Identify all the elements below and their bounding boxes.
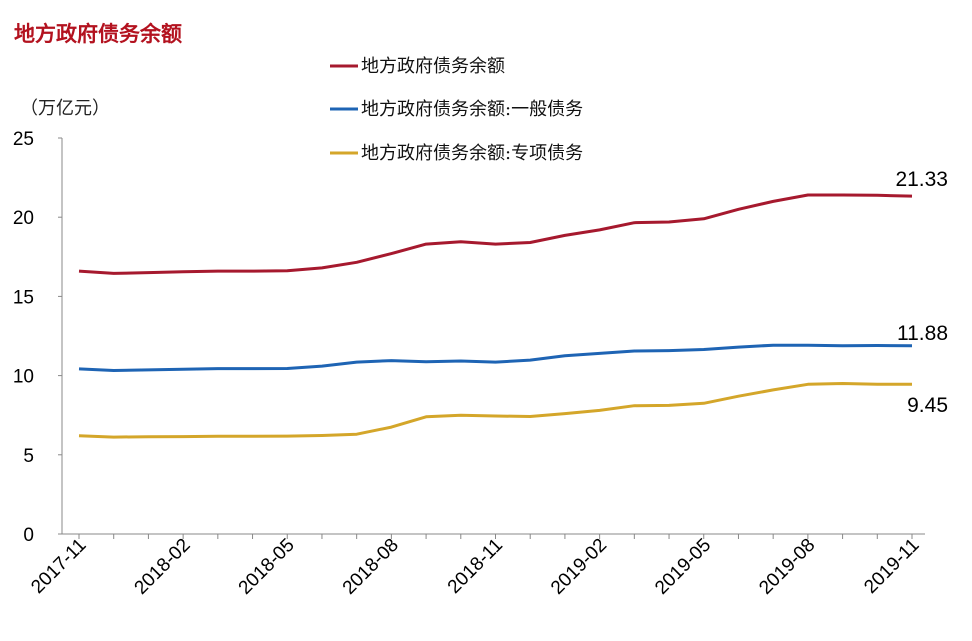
y-tick-label: 5 — [23, 446, 34, 467]
x-tick-label: 2018-11 — [444, 535, 507, 598]
series-line — [78, 193, 913, 275]
x-tick-label: 2018-05 — [235, 535, 299, 599]
end-value-label: 21.33 — [895, 168, 948, 191]
legend-entry: 地方政府债务余额 — [361, 56, 505, 77]
x-tick-label: 2019-02 — [547, 535, 611, 599]
series-line — [78, 343, 913, 372]
series-line — [78, 382, 912, 439]
x-tick-label: 2018-02 — [131, 535, 195, 599]
legend-entry: 地方政府债务余额:专项债务 — [361, 143, 583, 164]
x-tick-label: 2018-08 — [339, 535, 403, 599]
end-value-label: 9.45 — [907, 394, 948, 417]
y-tick-label: 0 — [23, 525, 34, 546]
end-value-label: 11.88 — [897, 322, 948, 345]
x-tick-label: 2017-11 — [27, 535, 90, 598]
y-tick-label: 25 — [13, 129, 34, 150]
x-tick-label: 2019-11 — [860, 535, 923, 598]
y-tick-label: 10 — [13, 367, 34, 388]
y-tick-label: 15 — [13, 287, 34, 308]
legend-entry: 地方政府债务余额:一般债务 — [361, 99, 583, 120]
y-tick-label: 20 — [13, 208, 34, 229]
chart-title: 地方政府债务余额 — [14, 21, 182, 46]
x-tick-label: 2019-08 — [755, 535, 819, 599]
y-axis-unit-label: （万亿元） — [20, 98, 110, 119]
x-tick-label: 2019-05 — [651, 535, 715, 599]
